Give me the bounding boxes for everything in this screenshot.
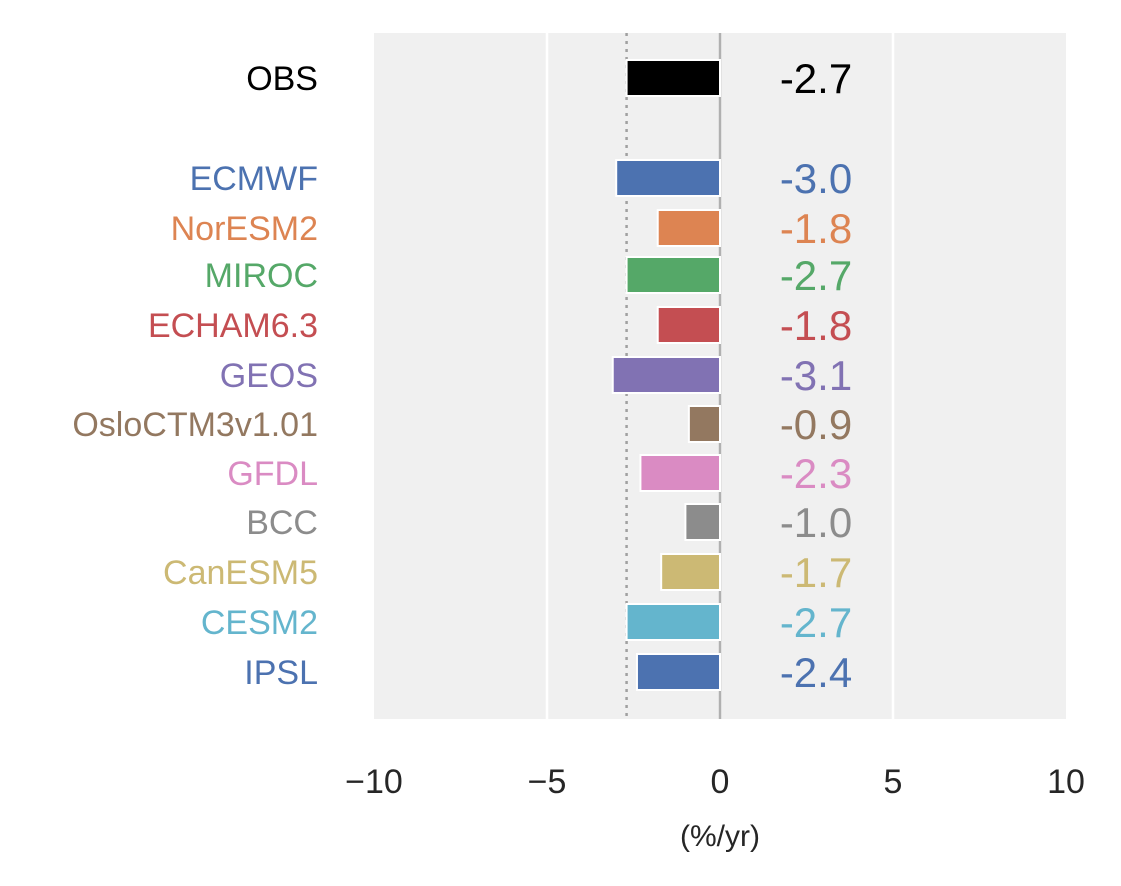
value-label: -1.8	[780, 302, 852, 349]
category-label: ECMWF	[190, 160, 318, 198]
value-label: -2.7	[780, 55, 852, 102]
x-tick-label: 0	[711, 763, 730, 801]
category-label: CanESM5	[163, 554, 318, 592]
category-labels: OBS ECMWF NorESM2 MIROC ECHAM6.3 GEOS OsloCTM3…	[72, 60, 318, 692]
category-label: ECHAM6.3	[148, 307, 318, 345]
category-label: OBS	[246, 60, 318, 98]
category-label: IPSL	[244, 654, 318, 692]
x-tick-labels: −10 −5 0 5 10	[345, 763, 1085, 801]
x-tick-label: −10	[345, 763, 403, 801]
category-label: NorESM2	[171, 210, 318, 248]
value-label: -3.0	[780, 155, 852, 202]
category-label: GFDL	[227, 455, 318, 493]
bar-noresm2	[656, 209, 721, 247]
value-label: -2.4	[780, 649, 852, 696]
bar-ecmwf	[615, 159, 722, 197]
value-label: -2.7	[780, 599, 852, 646]
category-label: GEOS	[220, 357, 318, 395]
value-label: -1.8	[780, 205, 852, 252]
value-labels: -2.7-3.0-1.8-2.7-1.8-3.1-0.9-2.3-1.0-1.7…	[780, 55, 852, 696]
bar-ipsl	[635, 653, 722, 691]
bar-bcc	[684, 503, 722, 541]
value-label: -3.1	[780, 352, 852, 399]
value-label: -0.9	[780, 401, 852, 448]
value-label: -1.0	[780, 499, 852, 546]
value-label: -1.7	[780, 549, 852, 596]
x-tick-label: 10	[1047, 763, 1085, 801]
category-label: CESM2	[201, 604, 318, 642]
bar-cesm2	[625, 603, 722, 641]
bar-geos	[611, 356, 721, 394]
x-axis-title: (%/yr)	[680, 820, 760, 853]
bar-obs	[625, 59, 722, 97]
bar-miroc	[625, 256, 722, 294]
x-tick-label: −5	[528, 763, 567, 801]
value-label: -2.7	[780, 252, 852, 299]
bars	[611, 59, 722, 691]
category-label: BCC	[246, 504, 318, 542]
bar-canesm5	[660, 553, 721, 591]
bar-osloctm3v1-01	[687, 405, 721, 443]
value-label: -2.3	[780, 450, 852, 497]
category-label: OsloCTM3v1.01	[72, 406, 318, 444]
bar-echam6-3	[656, 306, 721, 344]
category-label: MIROC	[205, 257, 318, 295]
x-tick-label: 5	[884, 763, 903, 801]
bar-gfdl	[639, 454, 721, 492]
